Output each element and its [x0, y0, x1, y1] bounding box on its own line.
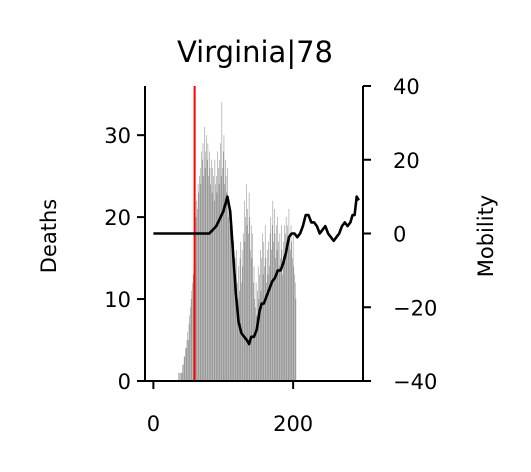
axes: 0 10 20 30 −40 −20 0 20 40 0 200 [104, 75, 437, 436]
y-axis-label-right: Mobility [474, 195, 498, 277]
x-tick-label: 200 [273, 412, 313, 436]
y-right-tick-label: −20 [393, 296, 437, 320]
mobility-line [153, 195, 360, 346]
y-right-tick-label: −40 [393, 370, 437, 394]
mobility-series [153, 195, 360, 346]
x-tick-label: 0 [147, 412, 160, 436]
y-left-tick-label: 20 [104, 206, 131, 230]
deaths-bars [178, 102, 297, 381]
y-axis-label-left: Deaths [37, 199, 61, 273]
y-left-tick-label: 10 [104, 288, 131, 312]
y-right-tick-label: 40 [393, 75, 420, 99]
y-left-tick-label: 30 [104, 124, 131, 148]
y-right-tick-label: 0 [393, 223, 406, 247]
y-right-tick-label: 20 [393, 149, 420, 173]
chart-title: Virginia|78 [177, 35, 333, 69]
y-left-tick-label: 0 [118, 370, 131, 394]
